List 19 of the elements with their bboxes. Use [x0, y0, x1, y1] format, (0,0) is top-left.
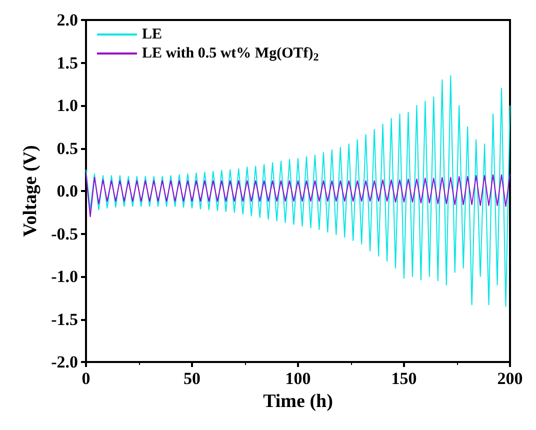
y-tick-label: -0.5: [51, 224, 78, 244]
x-tick-label: 50: [184, 369, 200, 388]
line-series: [86, 173, 510, 218]
x-axis-title: Time (h): [263, 390, 333, 412]
x-tick-label: 0: [82, 369, 90, 388]
y-tick-label: -2.0: [51, 352, 78, 372]
y-tick-label: 2.0: [56, 10, 78, 30]
y-tick-label: -1.0: [51, 267, 78, 286]
y-tick-label: 0.0: [56, 182, 78, 200]
y-tick-label: 1.5: [56, 53, 78, 72]
y-tick-label: 1.0: [56, 96, 78, 115]
x-tick-label: 100: [285, 369, 311, 388]
legend-label: LE: [142, 26, 162, 42]
y-axis-title: Voltage (V): [20, 145, 42, 237]
line-series: [86, 75, 510, 307]
y-tick-label: 0.5: [56, 138, 78, 158]
x-tick-label: 200: [497, 369, 523, 388]
y-tick-label: -1.5: [51, 310, 78, 329]
x-tick-label: 150: [391, 369, 417, 388]
